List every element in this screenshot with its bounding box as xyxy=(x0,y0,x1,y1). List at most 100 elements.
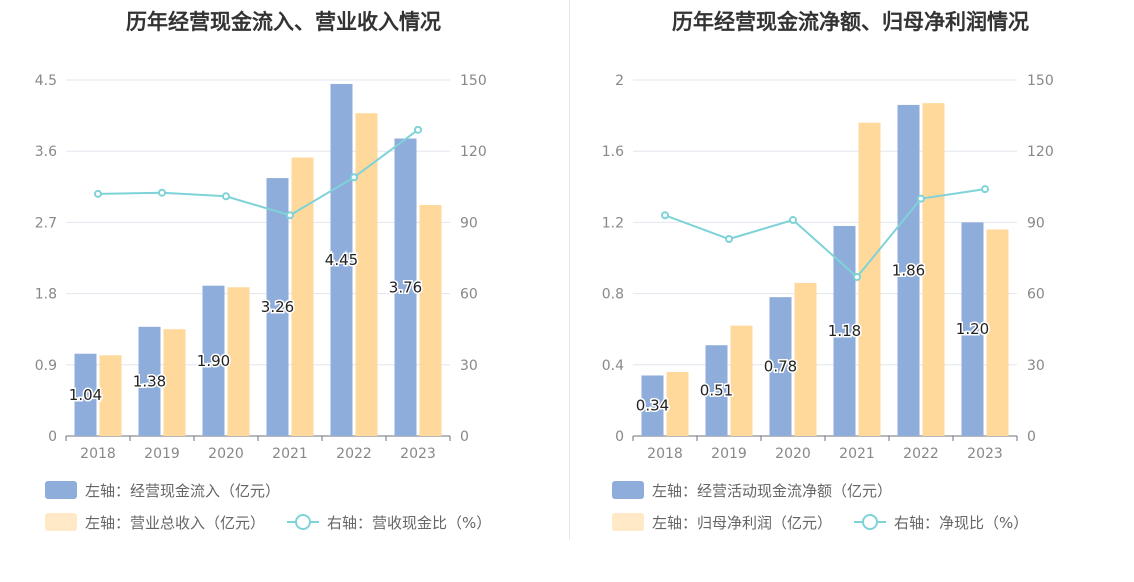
bar-data-label: 1.90 xyxy=(197,352,230,370)
chart-plot: 0 0 0.4 30 0.8 60 1.2 90 1.6 120 2 150 2018 2019 2020 2… xyxy=(602,73,1054,462)
left-axis-tick-label: 2.7 xyxy=(35,215,57,231)
bar-data-label: 1.04 xyxy=(69,386,102,404)
line-point xyxy=(917,194,925,203)
legend-row-2: 左轴：营业总收入（亿元） 右轴：营收现金比（%） xyxy=(45,510,513,534)
bar-series2 xyxy=(163,329,186,436)
bar-data-label: 4.45 xyxy=(325,251,358,269)
bar-series2 xyxy=(666,371,689,436)
bar-series2 xyxy=(419,204,442,436)
right-axis-tick-label: 90 xyxy=(460,215,478,231)
right-axis-tick-label: 0 xyxy=(460,429,469,445)
line-series xyxy=(664,188,986,279)
legend-label: 左轴：经营现金流入（亿元） xyxy=(85,481,281,500)
legend-swatch-bar2 xyxy=(45,513,77,531)
bar-series2 xyxy=(986,229,1009,436)
right-axis-tick-label: 120 xyxy=(1027,144,1054,160)
right-axis-tick-label: 60 xyxy=(1027,287,1045,303)
line-point xyxy=(158,188,166,197)
legend-item-line[interactable]: 右轴：净现比（%） xyxy=(854,512,1028,533)
chart-panel-net-cash: 历年经营现金流净额、归母净利润情况 0 0 0.4 30 0.8 60 1.2 90 1.6 12… xyxy=(567,0,1134,582)
legend-row-1: 左轴：经营活动现金流净额（亿元） xyxy=(612,478,914,502)
right-axis-tick-label: 0 xyxy=(1027,429,1036,445)
legend-swatch-bar2 xyxy=(612,513,644,531)
left-axis-tick-label: 0.4 xyxy=(602,358,624,374)
x-axis-tick-label: 2022 xyxy=(903,446,939,462)
legend-line-icon xyxy=(287,513,320,531)
chart-plot: 0 0 0.9 30 1.8 60 2.7 90 3.6 120 4.5 150 2018 2019 202… xyxy=(35,73,487,462)
line-series xyxy=(97,129,419,217)
line-point xyxy=(853,272,861,281)
legend-item-bar1[interactable]: 左轴：经营活动现金流净额（亿元） xyxy=(612,480,892,501)
line-point xyxy=(350,173,358,182)
chart-title: 历年经营现金流入、营业收入情况 xyxy=(126,10,441,34)
bar-series1 xyxy=(330,83,353,436)
x-axis-tick-label: 2023 xyxy=(400,446,436,462)
legend-swatch-bar1 xyxy=(45,481,77,499)
x-axis-tick-label: 2018 xyxy=(647,446,683,462)
bar-data-label: 1.20 xyxy=(956,320,989,338)
bar-series1 xyxy=(961,222,984,436)
legend-label: 左轴：归母净利润（亿元） xyxy=(652,513,833,532)
legend-label: 右轴：净现比（%） xyxy=(894,513,1029,532)
legend-label: 左轴：营业总收入（亿元） xyxy=(85,513,266,532)
bar-series1 xyxy=(138,326,161,436)
left-axis-tick-label: 0.9 xyxy=(35,358,57,374)
right-axis-tick-label: 150 xyxy=(1027,73,1054,89)
left-axis-tick-label: 0.8 xyxy=(602,287,624,303)
bar-data-label: 0.34 xyxy=(636,397,669,415)
bar-series1 xyxy=(833,225,856,436)
line-point xyxy=(94,189,102,198)
line-point xyxy=(414,125,422,134)
right-axis-tick-label: 30 xyxy=(460,358,478,374)
legend-item-bar2[interactable]: 左轴：营业总收入（亿元） xyxy=(45,512,265,533)
bar-series1 xyxy=(897,104,920,437)
bar-data-label: 1.86 xyxy=(892,261,925,279)
left-axis-tick-label: 2 xyxy=(615,73,624,89)
left-axis-tick-label: 4.5 xyxy=(35,73,57,89)
bar-data-label: 1.18 xyxy=(828,322,861,340)
bar-data-label: 0.51 xyxy=(700,382,733,400)
bar-series2 xyxy=(794,282,817,436)
legend-line-icon xyxy=(854,513,887,531)
bar-series2 xyxy=(858,122,881,436)
x-axis-tick-label: 2020 xyxy=(775,446,811,462)
right-axis-tick-label: 30 xyxy=(1027,358,1045,374)
legend-item-bar1[interactable]: 左轴：经营现金流入（亿元） xyxy=(45,480,280,501)
x-axis-tick-label: 2022 xyxy=(336,446,372,462)
right-axis-tick-label: 90 xyxy=(1027,215,1045,231)
left-axis-tick-label: 1.8 xyxy=(35,287,57,303)
legend-row-2: 左轴：归母净利润（亿元） 右轴：净现比（%） xyxy=(612,510,1050,534)
left-axis-tick-label: 3.6 xyxy=(35,144,57,160)
legend-item-line[interactable]: 右轴：营收现金比（%） xyxy=(287,512,491,533)
bar-series1 xyxy=(641,375,664,436)
left-axis-tick-label: 0 xyxy=(48,429,57,445)
legend-item-bar2[interactable]: 左轴：归母净利润（亿元） xyxy=(612,512,832,533)
bar-series1 xyxy=(202,285,225,436)
left-axis-tick-label: 1.2 xyxy=(602,215,624,231)
x-axis-tick-label: 2019 xyxy=(711,446,747,462)
line-point xyxy=(286,211,294,220)
bar-series1 xyxy=(266,178,289,436)
chart-panel-cash-inflow: 历年经营现金流入、营业收入情况 0 0 0.9 30 1.8 60 2.7 90 3.6 120 4… xyxy=(35,10,513,534)
panel-divider xyxy=(569,0,570,540)
bar-series2 xyxy=(99,355,122,436)
x-axis-tick-label: 2019 xyxy=(144,446,180,462)
bar-data-label: 3.26 xyxy=(261,298,294,316)
bar-series2 xyxy=(291,157,314,437)
line-point xyxy=(661,211,669,220)
bar-series1 xyxy=(74,353,97,436)
line-point xyxy=(222,192,230,201)
legend-swatch-bar1 xyxy=(612,481,644,499)
x-axis-tick-label: 2021 xyxy=(272,446,308,462)
legend-row-1: 左轴：经营现金流入（亿元） xyxy=(45,478,302,502)
bar-series1 xyxy=(705,345,728,436)
bar-series1 xyxy=(394,138,417,436)
legend-label: 左轴：经营活动现金流净额（亿元） xyxy=(652,481,893,500)
line-point xyxy=(725,235,733,244)
chart-title: 历年经营现金流净额、归母净利润情况 xyxy=(672,10,1029,34)
bar-data-label: 3.76 xyxy=(389,278,422,296)
left-axis-tick-label: 0 xyxy=(615,429,624,445)
x-axis-tick-label: 2020 xyxy=(208,446,244,462)
bar-series1 xyxy=(769,297,792,436)
bar-series2 xyxy=(922,103,945,436)
